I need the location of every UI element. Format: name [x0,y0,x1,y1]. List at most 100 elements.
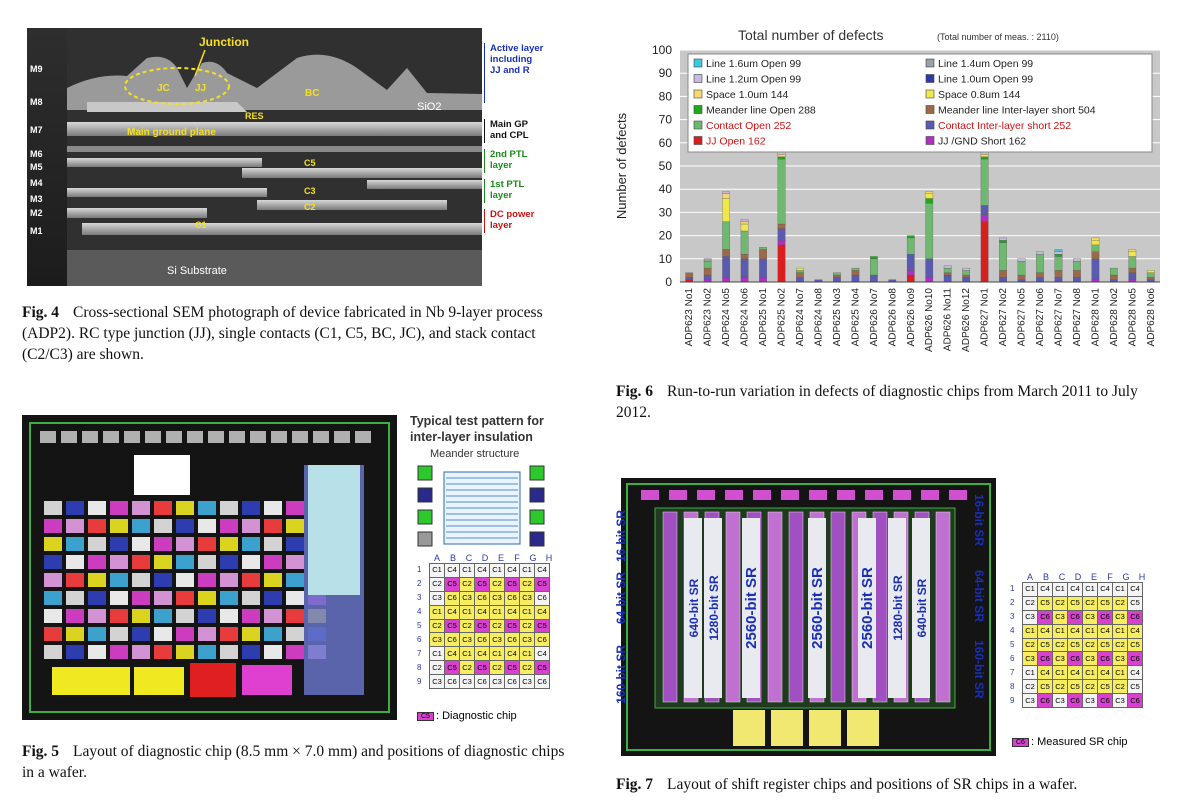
x-tick-label: ADP627 No6 [1035,288,1046,347]
x-tick-label: ADP627 No2 [998,288,1009,347]
chip-pad [725,490,743,500]
wafer-cell: C3 [429,674,445,689]
chip-pad [292,431,308,443]
bar-segment [943,265,952,269]
chip-block [286,501,304,515]
fig6-caption: Fig. 6 Run-to-run variation in defects of… [616,383,1138,421]
chip-block [44,627,62,641]
wafer-cell: C3 [1082,651,1098,667]
wafer-cell: C1 [1082,582,1098,597]
sr-label: 2560-bit SR [809,567,826,649]
chip-block [176,573,194,587]
bar-segment [1128,249,1137,252]
chip-block [286,537,304,551]
bar-segment [906,274,915,283]
wafer-cell: C2 [459,660,475,675]
legend-entry: Meander line Inter-layer short 504 [938,105,1096,117]
legend-swatch [925,136,935,145]
chip-block [220,627,238,641]
chip-block [110,645,128,659]
wafer-cell: C4 [1037,582,1053,597]
wafer-cell: C4 [504,563,520,578]
chip-pad [865,490,883,500]
fig5-pattern-title: Typical test pattern for inter-layer ins… [410,414,544,444]
chip-block [220,645,238,659]
wafer-cell: C4 [1037,665,1053,681]
wafer-cell: C4 [444,604,460,620]
bar-segment [1054,251,1063,255]
bar-segment [925,202,934,259]
wafer-cell: C6 [1127,651,1143,667]
wafer-cell: C5 [444,618,460,634]
chip-pad [334,431,350,443]
chip-block [88,573,106,587]
chart-title: Total number of defects [738,27,884,43]
bar-segment [703,267,712,276]
bar-segment [1128,251,1137,257]
fig7-chip-layout: 640-bit SR 1280-bit SR 2560-bit SR 2560-bit… [621,478,996,756]
label-ground: Main ground plane [127,127,216,138]
label-c3: C3 [304,186,316,196]
chip-block [110,519,128,533]
wafer-cell: C4 [474,604,490,620]
legend-swatch [925,58,935,68]
wafer-cell: C5 [534,660,550,675]
chip-block [220,609,238,623]
bar-segment [870,256,878,259]
bar-segment [962,270,970,276]
wafer-cell: C1 [1112,623,1128,639]
chip-block [88,519,106,533]
bar-segment [1128,272,1137,280]
label-dc-power: DC power layer [484,209,544,233]
wafer-cell: C2 [519,618,535,634]
chip-block [134,667,184,695]
wafer-cell: C2 [1022,595,1038,611]
wafer-cell: C1 [1052,582,1068,597]
chip-pad [837,490,855,500]
wafer-cell: C5 [1037,637,1053,653]
chip-block [88,537,106,551]
wafer-cell: C3 [1052,651,1068,667]
x-tick-label: ADP628 No2 [1109,288,1120,347]
grid-col-label: E [497,553,504,563]
fig4-sem-image: M9 M8 M7 M6 M5 M4 M3 M2 M1 Junction JC J… [27,28,482,286]
wafer-cell: C5 [444,660,460,675]
wafer-cell: C3 [519,674,535,689]
label-2nd-ptl: 2nd PTL layer [484,149,544,173]
bar-segment [1017,274,1026,280]
wafer-cell: C6 [474,590,490,606]
label-c5: C5 [304,158,316,168]
fig5-chip-layout [22,415,397,720]
wafer-cell: C1 [489,604,505,620]
bar-segment [740,254,749,259]
wafer-cell: C3 [1022,651,1038,667]
sr-column [935,511,951,703]
wafer-cell: C1 [489,563,505,578]
wafer-cell: C4 [444,646,460,662]
chip-pad [313,431,329,443]
legend-entry: JJ Open 162 [706,136,766,148]
wafer-cell: C2 [1082,679,1098,694]
chip-block [198,555,216,569]
x-tick-label: ADP627 No8 [1072,288,1083,347]
wafer-cell: C5 [474,618,490,634]
chip-block [242,501,260,515]
chip-block [110,537,128,551]
x-tick-label: ADP626 No8 [887,288,898,347]
wafer-cell: C1 [1112,665,1128,681]
grid-col-label: B [449,553,456,563]
wafer-cell: C6 [1097,693,1113,708]
grid-col-label: C [465,553,473,563]
chip-pad [669,490,687,500]
grid-row-label: 7 [1010,668,1015,677]
wafer-cell: C6 [474,632,490,648]
wafer-cell: C4 [1067,582,1083,597]
sr-strip [742,518,760,698]
chip-block [264,627,282,641]
chip-block [176,591,194,605]
sr-strip [858,518,876,698]
chip-pad [145,431,161,443]
wafer-cell: C1 [459,646,475,662]
chip-block [220,555,238,569]
y-tick-label: 90 [659,66,673,80]
